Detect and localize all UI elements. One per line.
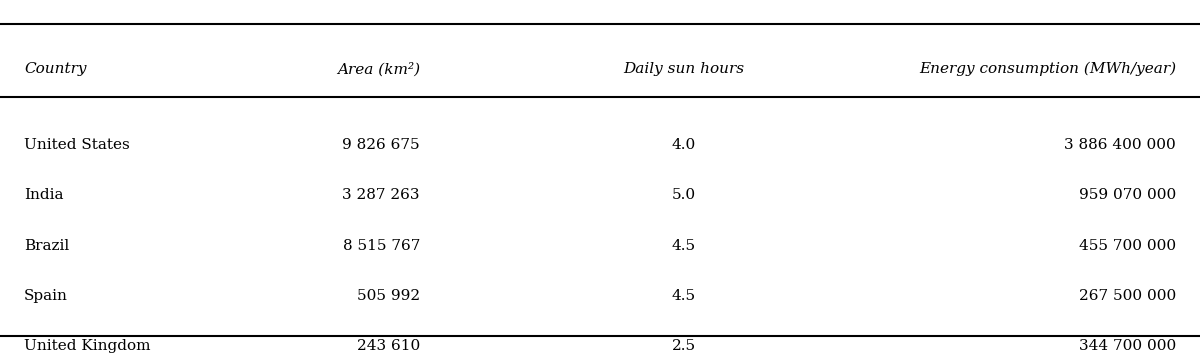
Text: 344 700 000: 344 700 000	[1079, 339, 1176, 353]
Text: Area (km²): Area (km²)	[337, 62, 420, 76]
Text: 267 500 000: 267 500 000	[1079, 289, 1176, 303]
Text: India: India	[24, 189, 64, 203]
Text: Daily sun hours: Daily sun hours	[624, 62, 744, 76]
Text: 959 070 000: 959 070 000	[1079, 189, 1176, 203]
Text: United States: United States	[24, 138, 130, 152]
Text: United Kingdom: United Kingdom	[24, 339, 150, 353]
Text: 505 992: 505 992	[356, 289, 420, 303]
Text: 8 515 767: 8 515 767	[343, 239, 420, 253]
Text: 4.5: 4.5	[672, 239, 696, 253]
Text: 3 287 263: 3 287 263	[342, 189, 420, 203]
Text: Country: Country	[24, 62, 86, 76]
Text: 5.0: 5.0	[672, 189, 696, 203]
Text: 4.5: 4.5	[672, 289, 696, 303]
Text: Spain: Spain	[24, 289, 68, 303]
Text: 2.5: 2.5	[672, 339, 696, 353]
Text: 3 886 400 000: 3 886 400 000	[1064, 138, 1176, 152]
Text: 243 610: 243 610	[356, 339, 420, 353]
Text: 9 826 675: 9 826 675	[342, 138, 420, 152]
Text: 455 700 000: 455 700 000	[1079, 239, 1176, 253]
Text: 4.0: 4.0	[672, 138, 696, 152]
Text: Brazil: Brazil	[24, 239, 70, 253]
Text: Energy consumption (MWh/year): Energy consumption (MWh/year)	[919, 62, 1176, 76]
